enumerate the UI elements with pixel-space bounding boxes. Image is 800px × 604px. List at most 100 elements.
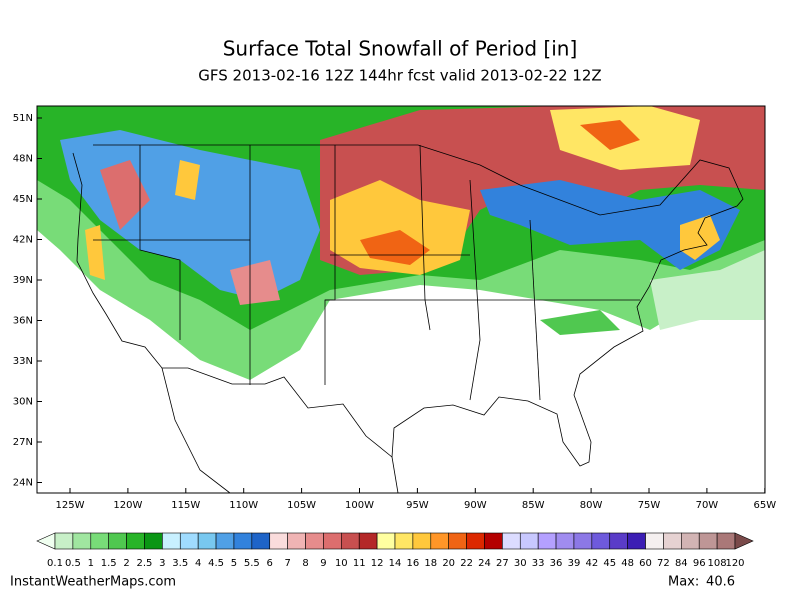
colorbar-swatch: [358, 532, 378, 550]
colorbar-label: 22: [460, 558, 473, 569]
colorbar-label: 10: [335, 558, 348, 569]
colorbar-swatch: [269, 532, 288, 550]
colorbar-label: 84: [675, 558, 688, 569]
colorbar-swatch: [251, 532, 271, 550]
colorbar-swatch: [72, 532, 92, 550]
colorbar-swatch: [716, 532, 736, 550]
colorbar-swatch: [609, 532, 628, 550]
lon-label: 120W: [113, 500, 142, 511]
lon-label: 85W: [522, 500, 545, 511]
colorbar-swatch: [376, 532, 396, 550]
colorbar-swatch: [698, 532, 718, 550]
colorbar-label: 24: [478, 558, 491, 569]
colorbar-swatch: [108, 532, 127, 550]
map: 51N 48N 45N 42N 39N 36N 33N 30N 27N 24N 125W 120W 11…: [13, 105, 776, 511]
colorbar-label: 0.1: [47, 558, 63, 569]
colorbar-label: 2.5: [137, 558, 153, 569]
colorbar-label: 4: [195, 558, 201, 569]
colorbar-label: 39: [568, 558, 581, 569]
site-credit: InstantWeatherMaps.com: [10, 575, 176, 590]
max-label: Max:: [668, 575, 699, 590]
colorbar-label: 14: [389, 558, 402, 569]
colorbar-label: 60: [639, 558, 652, 569]
colorbar-label: 72: [657, 558, 670, 569]
colorbar-label: 4.5: [208, 558, 224, 569]
colorbar-swatch: [162, 532, 181, 550]
lat-label: 39N: [13, 275, 33, 286]
colorbar-swatch: [90, 532, 109, 550]
colorbar-swatch: [197, 532, 217, 550]
colorbar-swatch: [555, 532, 575, 550]
colorbar-swatch: [573, 532, 593, 550]
colorbar-label: 48: [621, 558, 634, 569]
lon-label: 110W: [229, 500, 258, 511]
lon-label: 115W: [171, 500, 200, 511]
colorbar-swatch: [591, 532, 611, 550]
colorbar-label: 33: [532, 558, 545, 569]
colorbar-label: 12: [371, 558, 384, 569]
colorbar-label: 3.5: [172, 558, 188, 569]
colorbar-high-end: [734, 532, 754, 550]
borders: [72, 144, 744, 494]
colorbar-swatch: [144, 532, 163, 550]
colorbar-label: 8: [302, 558, 308, 569]
lon-label: 95W: [406, 500, 429, 511]
lon-label: 80W: [580, 500, 603, 511]
colorbar-label: 5.5: [244, 558, 260, 569]
colorbar-label: 11: [353, 558, 366, 569]
title: Surface Total Snowfall of Period [in]: [223, 37, 578, 61]
colorbar-swatch: [466, 532, 485, 550]
colorbar-swatch: [54, 532, 74, 550]
colorbar-label: 42: [585, 558, 598, 569]
lat-label: 48N: [13, 154, 33, 165]
colorbar-swatch: [179, 532, 199, 550]
colorbar-label: 5: [231, 558, 237, 569]
colorbar: 0.1 0.5 1 1.5 2 2.5 3 3.5 4 4.5 5 5.5 6 7 8 9 10 11 12 14 16…: [36, 532, 754, 569]
colorbar-label: 20: [442, 558, 455, 569]
colorbar-swatch: [519, 532, 539, 550]
lon-label: 100W: [345, 500, 374, 511]
colorbar-label: 120: [725, 558, 744, 569]
lon-label: 105W: [287, 500, 316, 511]
colorbar-swatch: [484, 532, 503, 550]
colorbar-label: 2: [123, 558, 129, 569]
snowfall-field: [37, 106, 765, 380]
colorbar-swatch: [448, 532, 467, 550]
colorbar-swatch: [681, 532, 700, 550]
lon-label: 125W: [56, 500, 85, 511]
colorbar-swatch: [645, 532, 664, 550]
colorbar-label: 7: [284, 558, 290, 569]
lat-label: 33N: [13, 356, 33, 367]
colorbar-swatch: [305, 532, 324, 550]
lat-label: 45N: [13, 194, 33, 205]
colorbar-swatch: [394, 532, 414, 550]
colorbar-label: 30: [514, 558, 527, 569]
max-value: 40.6: [706, 575, 735, 590]
lon-label: 65W: [753, 500, 776, 511]
colorbar-swatch: [323, 532, 342, 550]
colorbar-swatch: [412, 532, 432, 550]
lat-label: 51N: [13, 113, 33, 124]
map-frame: [36, 105, 766, 494]
colorbar-label: 0.5: [65, 558, 81, 569]
colorbar-swatch: [502, 532, 521, 550]
lat-label: 24N: [13, 478, 33, 489]
lat-label: 42N: [13, 235, 33, 246]
colorbar-label: 6: [267, 558, 273, 569]
subtitle: GFS 2013-02-16 12Z 144hr fcst valid 2013…: [198, 67, 601, 85]
colorbar-swatch: [663, 532, 682, 550]
lon-label: 90W: [464, 500, 487, 511]
colorbar-swatch: [627, 532, 646, 550]
colorbar-label: 1.5: [101, 558, 117, 569]
colorbar-label: 9: [320, 558, 326, 569]
colorbar-label: 16: [407, 558, 420, 569]
colorbar-label: 1: [88, 558, 94, 569]
colorbar-swatch: [537, 532, 557, 550]
lon-label: 75W: [638, 500, 661, 511]
colorbar-swatch: [341, 532, 360, 550]
lat-label: 27N: [13, 437, 33, 448]
lon-label: 70W: [696, 500, 719, 511]
colorbar-swatch: [126, 532, 145, 550]
colorbar-label: 3: [159, 558, 165, 569]
